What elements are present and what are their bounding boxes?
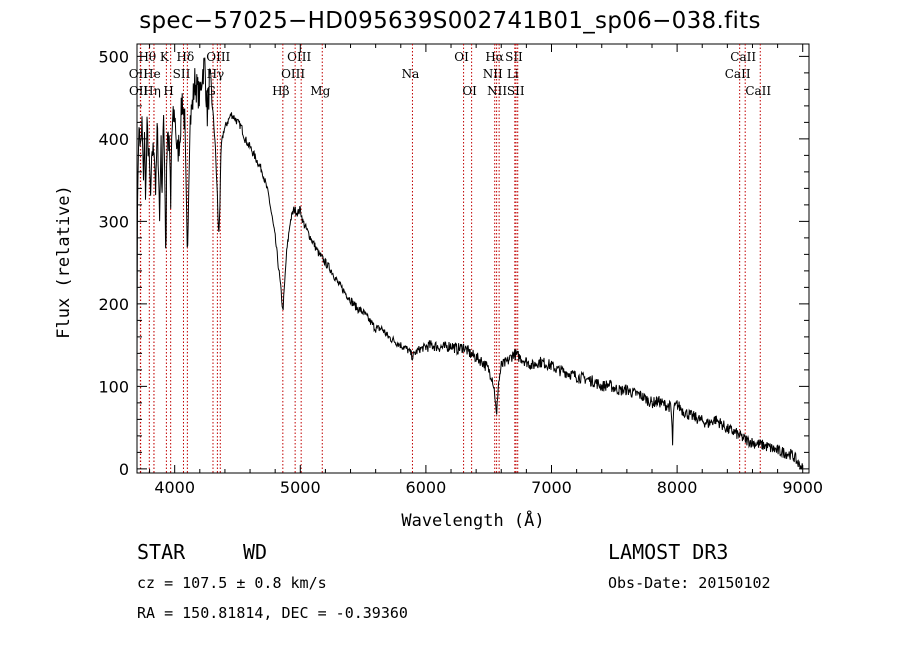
object-class: STAR bbox=[137, 540, 186, 564]
marker-label-1: OII bbox=[129, 67, 149, 81]
marker-label-16: Na bbox=[402, 67, 420, 81]
x-tick-label-5: 9000 bbox=[782, 478, 823, 497]
marker-label-0: Hθ bbox=[138, 50, 156, 64]
x-tick-label-1: 5000 bbox=[280, 478, 321, 497]
marker-label-12: Hβ bbox=[272, 84, 289, 98]
marker-label-7: SII bbox=[173, 67, 191, 81]
marker-label-8: Hδ bbox=[177, 50, 195, 64]
marker-label-15: Mg bbox=[310, 84, 330, 98]
x-tick-label-2: 6000 bbox=[406, 478, 447, 497]
marker-label-22: SII bbox=[505, 50, 523, 64]
y-tick-label-4: 400 bbox=[98, 130, 129, 149]
survey-name: LAMOST DR3 bbox=[608, 540, 729, 564]
line-markers: HθOIIOIIHeHηKHSIIHδGOIIIHγHβOIIIOIIIMgNa… bbox=[129, 44, 771, 473]
marker-label-21: NII bbox=[487, 84, 507, 98]
ra-dec: RA = 150.81814, DEC = -0.39360 bbox=[137, 604, 408, 622]
x-tick-label-4: 8000 bbox=[657, 478, 698, 497]
y-tick-label-3: 300 bbox=[98, 212, 129, 231]
x-axis-label: Wavelength (Å) bbox=[401, 511, 545, 531]
marker-label-6: H bbox=[163, 84, 173, 98]
axis-ticks: 4000 5000 6000 7000 8000 9000 0 100 200 300 400 500 bbox=[98, 44, 823, 497]
marker-label-26: CaII bbox=[725, 67, 751, 81]
marker-label-19: Hα bbox=[485, 50, 504, 64]
plot-frame bbox=[136, 43, 810, 474]
x-tick-label-3: 7000 bbox=[531, 478, 572, 497]
marker-label-18: OI bbox=[462, 84, 477, 98]
series-group bbox=[136, 57, 804, 470]
marker-label-3: He bbox=[143, 67, 161, 81]
x-tick-label-0: 4000 bbox=[154, 478, 195, 497]
marker-label-14: OIII bbox=[281, 67, 305, 81]
marker-label-23: Li bbox=[507, 67, 519, 81]
y-axis-label: Flux (relative) bbox=[54, 185, 74, 339]
redshift-cz: cz = 107.5 ± 0.8 km/s bbox=[137, 574, 327, 592]
marker-label-9: G bbox=[206, 84, 216, 98]
marker-label-10: OIII bbox=[206, 50, 230, 64]
series-line-flux bbox=[136, 57, 804, 470]
marker-label-25: CaII bbox=[730, 50, 756, 64]
marker-label-4: Hη bbox=[143, 84, 161, 98]
object-subclass: WD bbox=[243, 540, 268, 564]
y-tick-label-0: 0 bbox=[119, 460, 129, 479]
marker-label-13: OIII bbox=[287, 50, 311, 64]
marker-label-5: K bbox=[160, 50, 170, 64]
y-tick-label-2: 200 bbox=[98, 295, 129, 314]
y-tick-label-1: 100 bbox=[98, 377, 129, 396]
chart-title: spec−57025−HD095639S002741B01_sp06−038.f… bbox=[139, 8, 761, 34]
marker-label-24: SII bbox=[507, 84, 525, 98]
marker-label-27: CaII bbox=[745, 84, 771, 98]
marker-label-17: OI bbox=[454, 50, 469, 64]
obs-date: Obs-Date: 20150102 bbox=[608, 574, 771, 592]
y-tick-label-5: 500 bbox=[98, 47, 129, 66]
marker-label-2: OII bbox=[129, 84, 149, 98]
marker-label-20: NII bbox=[483, 67, 503, 81]
